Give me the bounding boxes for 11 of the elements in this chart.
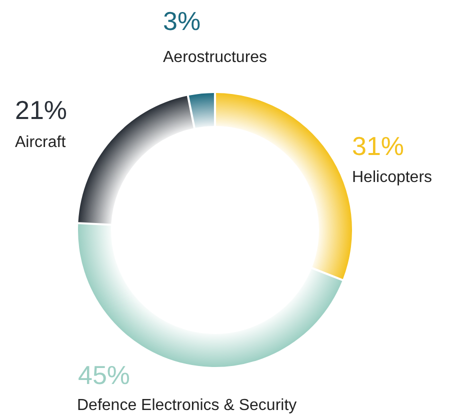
data-label: 3% <box>163 6 201 36</box>
slice-label: Aerostructures <box>163 49 268 66</box>
donut-slice <box>78 224 342 367</box>
slice-label: Aircraft <box>15 134 66 151</box>
data-label: 31% <box>352 131 404 161</box>
slice-label: Helicopters <box>352 169 432 186</box>
slice-label: Defence Electronics & Security <box>77 397 297 414</box>
donut-slice <box>78 96 194 224</box>
data-label: 45% <box>78 360 130 390</box>
data-label: 21% <box>15 95 68 125</box>
donut-slice <box>188 93 214 128</box>
